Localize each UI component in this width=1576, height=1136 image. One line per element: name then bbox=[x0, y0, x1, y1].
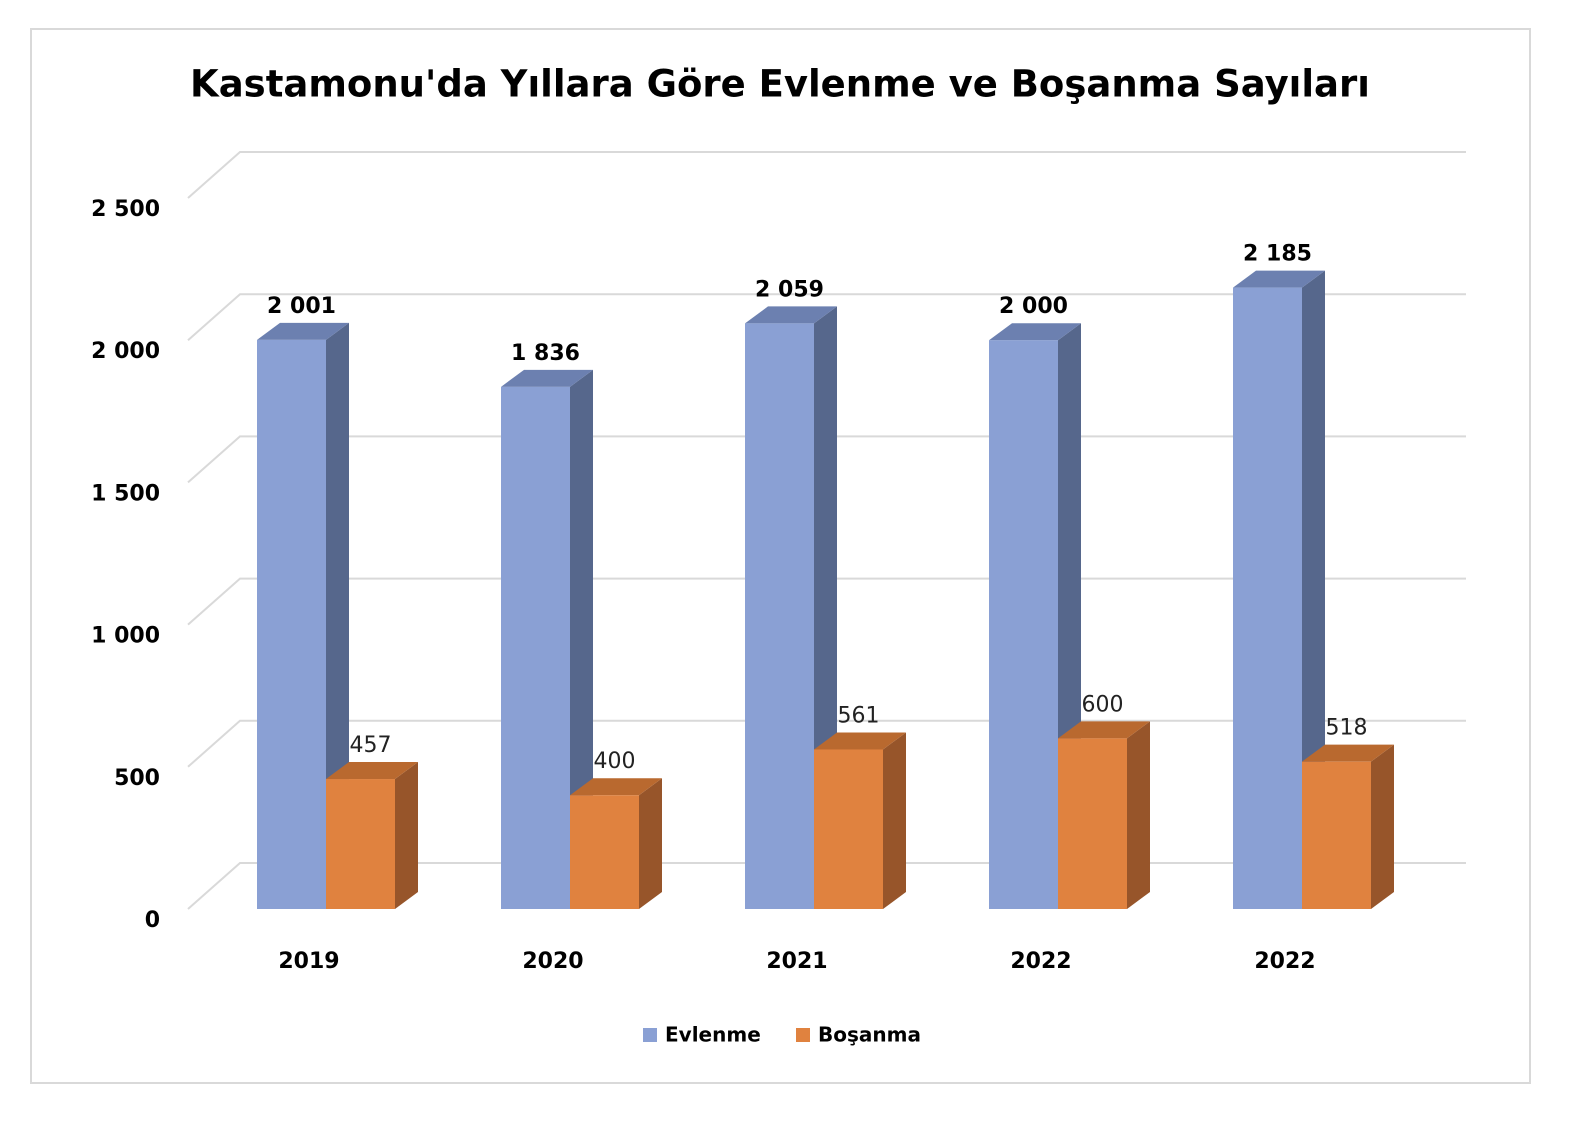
data-label: 600 bbox=[1082, 692, 1124, 717]
bar-side bbox=[883, 732, 906, 909]
bar-side bbox=[326, 322, 349, 909]
legend-swatch bbox=[643, 1028, 657, 1042]
bar-top bbox=[1233, 270, 1325, 288]
y-tick-label: 0 bbox=[145, 908, 160, 933]
x-tick-label: 2022 bbox=[1254, 949, 1315, 974]
bar-side bbox=[639, 778, 662, 909]
bar-top bbox=[989, 323, 1081, 341]
bar bbox=[1302, 761, 1371, 909]
bar-top bbox=[1058, 721, 1150, 739]
y-tick-label: 1 500 bbox=[91, 481, 160, 506]
bar-top bbox=[257, 322, 349, 340]
data-label: 2 001 bbox=[267, 294, 336, 319]
data-label: 2 185 bbox=[1243, 242, 1312, 267]
bar bbox=[570, 795, 639, 909]
x-tick-label: 2019 bbox=[278, 949, 339, 974]
data-label: 518 bbox=[1326, 716, 1368, 741]
bar-top bbox=[814, 732, 906, 750]
bar bbox=[501, 386, 570, 909]
bar bbox=[1233, 287, 1302, 909]
y-tick-label: 2 000 bbox=[91, 339, 160, 364]
bar bbox=[814, 749, 883, 909]
bar-side bbox=[1371, 744, 1394, 909]
bar bbox=[257, 339, 326, 909]
legend-label: Boşanma bbox=[818, 1023, 921, 1047]
bar-side bbox=[1127, 721, 1150, 909]
grid-line bbox=[187, 151, 1466, 199]
bar-top bbox=[745, 306, 837, 324]
bar-side bbox=[570, 369, 593, 909]
data-label: 2 000 bbox=[999, 294, 1068, 319]
y-tick-label: 500 bbox=[114, 766, 160, 791]
x-tick-label: 2021 bbox=[766, 949, 827, 974]
data-label: 561 bbox=[838, 703, 880, 728]
legend-swatch bbox=[796, 1028, 810, 1042]
y-tick-label: 1 000 bbox=[91, 624, 160, 649]
bar-top bbox=[326, 762, 418, 780]
bar bbox=[745, 323, 814, 909]
y-tick-label: 2 500 bbox=[91, 197, 160, 222]
legend-label: Evlenme bbox=[665, 1023, 761, 1047]
data-label: 2 059 bbox=[755, 277, 824, 302]
bar bbox=[1058, 738, 1127, 909]
data-label: 1 836 bbox=[511, 341, 580, 366]
bar bbox=[326, 779, 395, 909]
bar-top bbox=[501, 369, 593, 387]
bar bbox=[989, 340, 1058, 909]
grid-line bbox=[187, 293, 1466, 341]
data-label: 457 bbox=[350, 733, 392, 758]
x-tick-label: 2022 bbox=[1010, 949, 1071, 974]
x-tick-label: 2020 bbox=[522, 949, 583, 974]
chart-title: Kastamonu'da Yıllara Göre Evlenme ve Boş… bbox=[190, 63, 1370, 106]
bar-side bbox=[395, 762, 418, 909]
bar-top bbox=[1302, 744, 1394, 762]
bar-top bbox=[570, 778, 662, 796]
data-label: 400 bbox=[594, 749, 636, 774]
